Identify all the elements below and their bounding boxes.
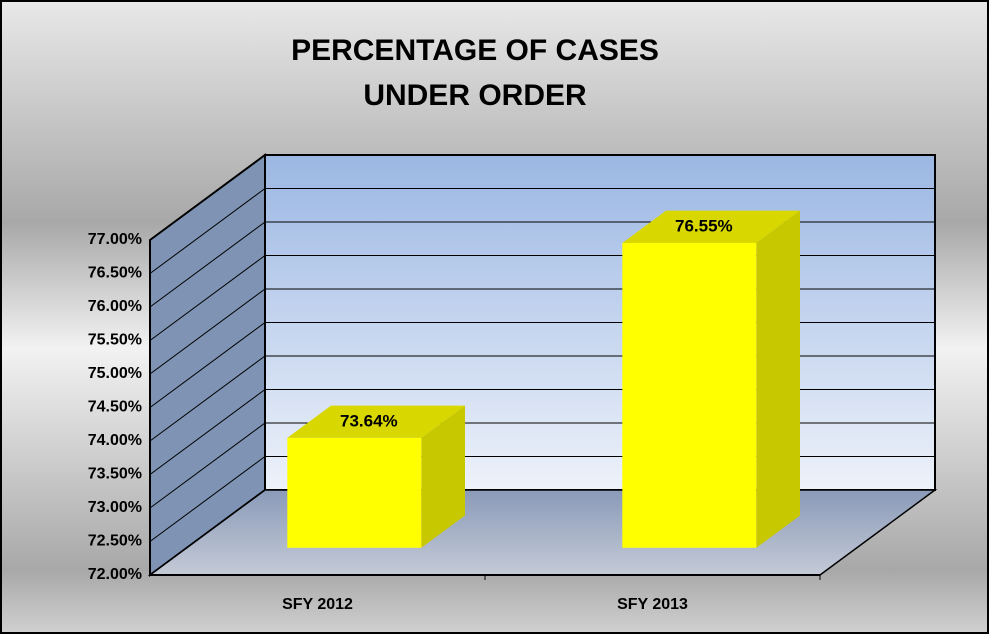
bar-top [287, 405, 465, 438]
grid-line [149, 288, 266, 375]
data-label: 76.55% [675, 216, 733, 235]
grid-line [149, 456, 266, 542]
y-tick-label: 72.00% [88, 566, 142, 583]
y-tick-label: 72.50% [88, 533, 142, 550]
grid-line [149, 355, 266, 442]
grid-line [149, 389, 266, 475]
grid-line [149, 322, 266, 408]
bar-top [622, 210, 800, 243]
y-tick-label: 77.00% [88, 231, 142, 248]
y-tick-label: 74.00% [88, 432, 142, 449]
floor [147, 489, 938, 576]
x-tick-label: SFY 2012 [282, 596, 353, 613]
data-label: 73.64% [340, 411, 398, 430]
grid-line [149, 154, 266, 241]
chart-title: UNDER ORDER [363, 79, 587, 112]
bar-side [421, 405, 465, 548]
y-tick-label: 76.50% [88, 265, 142, 282]
y-tick-label: 76.00% [88, 298, 142, 315]
bar-side [756, 210, 800, 548]
x-tick-label: SFY 2013 [617, 596, 688, 613]
chart-title: PERCENTAGE OF CASES [291, 34, 659, 67]
grid-line [149, 422, 266, 509]
y-tick-label: 75.00% [88, 365, 142, 382]
bar [622, 242, 757, 548]
grid-line [149, 255, 266, 341]
y-tick-label: 73.00% [88, 499, 142, 516]
y-tick-label: 73.50% [88, 466, 142, 483]
grid-line [149, 221, 266, 308]
y-tick-label: 75.50% [88, 332, 142, 349]
y-tick-label: 74.50% [88, 399, 142, 416]
bar [287, 437, 422, 548]
grid-line [149, 188, 266, 274]
grid-line [149, 489, 266, 576]
